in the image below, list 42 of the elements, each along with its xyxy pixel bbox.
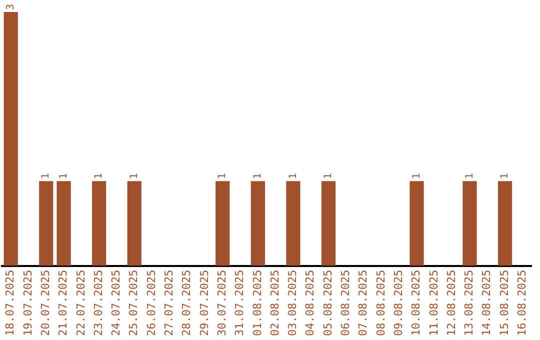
data-label: 1 xyxy=(58,173,70,180)
x-tick-label: 26.07.2025 xyxy=(144,270,158,336)
x-tick-label: 07.08.2025 xyxy=(356,270,370,336)
data-label: 1 xyxy=(288,173,299,180)
x-tick-label: 31.07.2025 xyxy=(233,270,246,336)
x-tick-label: 13.08.2025 xyxy=(462,270,476,336)
data-label: 1 xyxy=(464,173,476,180)
data-label: 1 xyxy=(500,173,511,180)
x-tick-label: 21.07.2025 xyxy=(56,270,70,336)
x-tick-label: 02.08.2025 xyxy=(268,270,282,336)
data-label: 1 xyxy=(411,173,422,180)
x-tick-label: 30.07.2025 xyxy=(215,270,228,336)
x-tick-label: 01.08.2025 xyxy=(250,270,264,336)
x-tick-label: 08.08.2025 xyxy=(374,270,388,336)
x-tick-label: 04.08.2025 xyxy=(304,270,317,336)
data-label: 1 xyxy=(323,173,334,180)
x-tick-label: 10.08.2025 xyxy=(410,270,423,336)
data-label: 1 xyxy=(252,173,264,180)
x-tick-label: 25.07.2025 xyxy=(127,270,140,336)
x-tick-label: 24.07.2025 xyxy=(110,270,123,336)
x-tick-label: 14.08.2025 xyxy=(480,270,494,336)
x-tick-label: 15.08.2025 xyxy=(498,270,511,336)
x-tick-label: 20.07.2025 xyxy=(38,270,52,336)
x-tick-label: 05.08.2025 xyxy=(321,270,334,336)
x-tick-label: 12.08.2025 xyxy=(444,270,458,336)
x-tick-label: 22.07.2025 xyxy=(74,270,88,336)
data-label: 1 xyxy=(94,173,105,180)
data-label: 1 xyxy=(128,173,140,180)
x-tick-label: 28.07.2025 xyxy=(180,270,194,336)
data-label: 1 xyxy=(40,173,52,180)
x-tick-label: 09.08.2025 xyxy=(392,270,405,336)
x-tick-label: 19.07.2025 xyxy=(21,270,34,336)
x-tick-label: 03.08.2025 xyxy=(286,270,300,336)
x-tick-label: 29.07.2025 xyxy=(198,270,211,336)
x-tick-label: 16.08.2025 xyxy=(516,270,529,336)
data-label: 1 xyxy=(217,173,228,180)
data-label: 3 xyxy=(5,4,16,10)
x-tick-label: 11.08.2025 xyxy=(427,270,440,336)
x-tick-label: 27.07.2025 xyxy=(162,270,176,336)
x-tick-label: 18.07.2025 xyxy=(4,270,17,336)
x-tick-label: 06.08.2025 xyxy=(339,270,352,336)
x-tick-label: 23.07.2025 xyxy=(92,270,105,336)
